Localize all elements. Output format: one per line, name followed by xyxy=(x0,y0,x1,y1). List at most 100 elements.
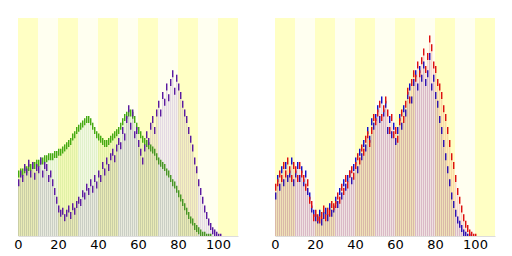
tick: 60 xyxy=(130,236,147,252)
bar-tip xyxy=(174,88,175,95)
bar-tip xyxy=(30,171,31,178)
bar xyxy=(381,114,382,236)
bar xyxy=(375,114,376,236)
bar xyxy=(339,197,340,236)
bar-tip xyxy=(106,158,107,165)
bar xyxy=(198,179,199,236)
bar xyxy=(220,234,221,236)
bar-tip xyxy=(433,62,434,69)
tick: 0 xyxy=(14,236,22,252)
bar-tip xyxy=(289,166,290,173)
bar xyxy=(20,171,21,236)
bar-tip xyxy=(132,110,133,117)
bar-tip xyxy=(102,162,103,169)
bar xyxy=(411,79,412,236)
bar-tip xyxy=(160,110,161,117)
bar-tip xyxy=(102,138,103,145)
background-stripe xyxy=(395,18,415,236)
background-stripe xyxy=(375,18,395,236)
bar-tip xyxy=(122,118,123,125)
bar-tip xyxy=(335,201,336,208)
background-stripe xyxy=(275,18,295,236)
bar xyxy=(68,140,69,236)
bar-tip xyxy=(285,162,286,169)
bar xyxy=(471,232,472,236)
series xyxy=(275,35,476,236)
panel: 020406080100 xyxy=(271,18,495,252)
bar xyxy=(100,136,101,236)
bar-tip xyxy=(96,131,97,138)
bar xyxy=(297,162,298,236)
bar xyxy=(299,162,300,236)
bar-tip xyxy=(469,229,470,236)
bar-tip xyxy=(26,168,27,175)
bar-tip xyxy=(359,158,360,165)
bar-tip xyxy=(277,179,278,186)
bar xyxy=(463,214,464,236)
bar xyxy=(92,123,93,236)
bar-tip xyxy=(467,225,468,232)
bar-tip xyxy=(315,210,316,217)
bar xyxy=(347,175,348,236)
bar-tip xyxy=(395,127,396,134)
bar-tip xyxy=(136,127,137,134)
bar-tip xyxy=(124,114,125,121)
bar-tip xyxy=(32,162,33,169)
bar xyxy=(441,92,442,236)
bar xyxy=(419,66,420,236)
bar xyxy=(481,236,482,237)
bar xyxy=(369,140,370,236)
tick-label: 20 xyxy=(307,237,324,252)
bar-tip xyxy=(375,118,376,125)
bar-tip xyxy=(190,136,191,143)
bar xyxy=(54,151,55,236)
tick: 80 xyxy=(170,236,187,252)
bar xyxy=(285,171,286,236)
bar xyxy=(136,127,137,236)
bar xyxy=(46,164,47,236)
bar-tip xyxy=(108,138,109,145)
bar xyxy=(351,166,352,236)
background-stripe xyxy=(178,18,198,236)
bar xyxy=(389,127,390,236)
bar-tip xyxy=(465,221,466,228)
bar-tip xyxy=(381,96,382,103)
bar-tip xyxy=(64,214,65,221)
bar-tip xyxy=(126,116,127,123)
bar-tip xyxy=(417,62,418,69)
bar xyxy=(44,162,45,236)
bar xyxy=(80,199,81,236)
bar-tip xyxy=(339,188,340,195)
bar xyxy=(102,162,103,236)
bar xyxy=(140,131,141,236)
bar xyxy=(413,70,414,236)
bar xyxy=(415,75,416,236)
bar xyxy=(329,203,330,236)
bar-tip xyxy=(437,79,438,86)
bar xyxy=(32,162,33,236)
bar xyxy=(196,166,197,236)
bar xyxy=(204,205,205,236)
bar xyxy=(126,116,127,236)
bar-tip xyxy=(152,116,153,123)
bar-tip xyxy=(283,162,284,169)
bar-tip xyxy=(385,96,386,103)
bar xyxy=(130,123,131,236)
bar-tip xyxy=(142,158,143,165)
bar-tip xyxy=(68,140,69,147)
bar-tip xyxy=(353,173,354,180)
bar-tip xyxy=(166,83,167,90)
bar-tip xyxy=(70,138,71,145)
bar-tip xyxy=(116,129,117,136)
bar xyxy=(102,138,103,236)
bar-tip xyxy=(88,116,89,123)
bar-tip xyxy=(397,127,398,134)
bar-tip xyxy=(347,182,348,189)
bar-tip xyxy=(291,158,292,165)
bar-tip xyxy=(110,153,111,160)
bar-tip xyxy=(88,188,89,195)
bar xyxy=(216,232,217,236)
bar-tip xyxy=(198,179,199,186)
bar-tip xyxy=(74,208,75,215)
bar-tip xyxy=(34,173,35,180)
